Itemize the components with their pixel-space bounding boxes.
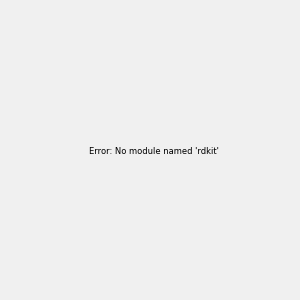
- Text: Error: No module named 'rdkit': Error: No module named 'rdkit': [89, 147, 219, 156]
